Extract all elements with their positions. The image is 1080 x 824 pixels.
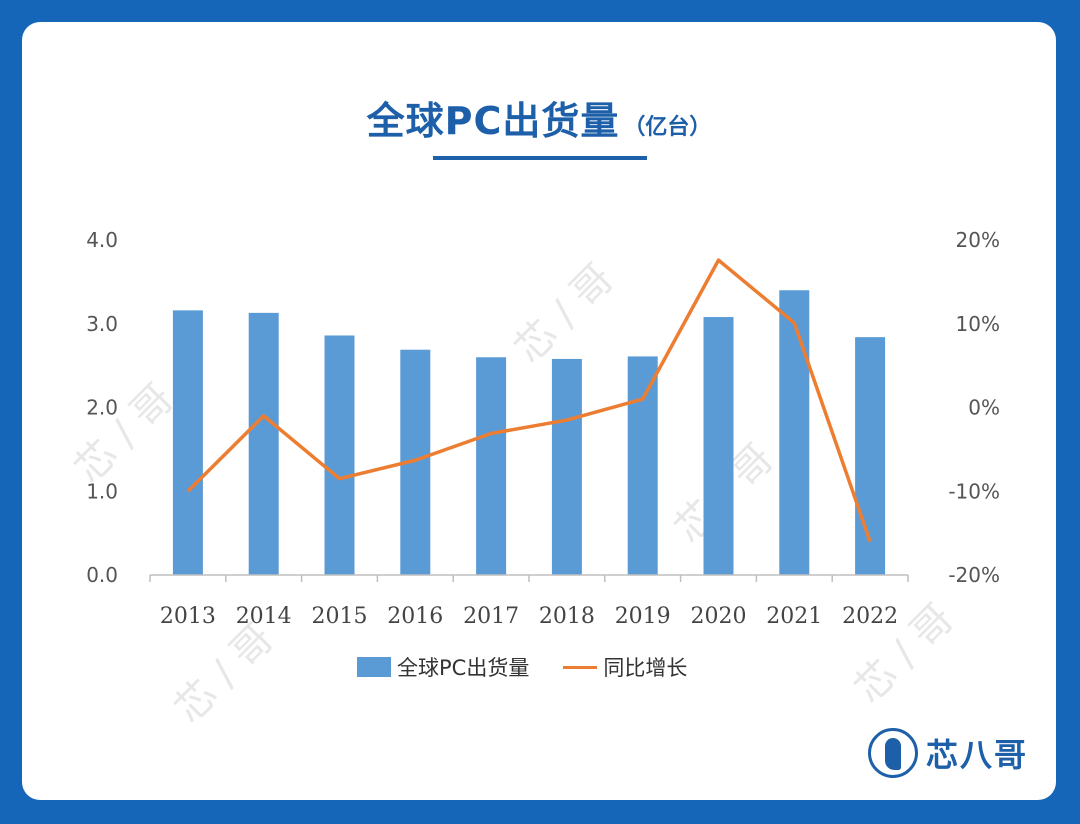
x-axis-tick-label: 2020 <box>691 604 747 629</box>
chart-card: 全球PC出货量（亿台） 芯 / 哥 芯 / 哥 芯 / 哥 芯 / 哥 芯 / … <box>22 22 1056 800</box>
bar <box>324 335 355 575</box>
bar <box>703 317 734 575</box>
right-axis-tick-label: -10% <box>948 479 1000 503</box>
x-axis-tick-label: 2013 <box>160 604 216 629</box>
brand-name: 芯八哥 <box>925 736 1028 774</box>
x-axis-tick-label: 2019 <box>615 604 671 629</box>
title-underline <box>433 156 647 160</box>
x-axis-tick-label: 2015 <box>312 604 368 629</box>
bird-logo-icon <box>867 728 918 778</box>
left-axis-tick-label: 3.0 <box>86 312 118 336</box>
x-axis-tick-label: 2017 <box>463 604 519 629</box>
chart-title-main: 全球PC出货量 <box>366 99 620 143</box>
x-axis-tick-label: 2018 <box>539 604 595 629</box>
x-axis-labels: 2013 2014 2015 2016 2017 2018 2019 2020 2021 2022 <box>160 604 898 629</box>
growth-line <box>186 258 872 543</box>
right-axis-tick-label: 10% <box>956 312 1000 336</box>
combo-chart: 0.01.02.03.04.0 -20%-10%0%10%20% 2013 201… <box>86 228 1000 629</box>
legend-line-swatch <box>563 665 598 669</box>
left-axis-labels: 0.0 1.0 2.0 3.0 4.0 <box>86 228 118 587</box>
brand-logo: 芯八哥 <box>867 728 1028 778</box>
x-axis-tick-label: 2014 <box>236 604 292 629</box>
legend-bar-swatch <box>357 657 391 677</box>
right-axis-tick-label: -20% <box>948 563 1000 587</box>
x-axis-tick-label: 2022 <box>842 604 898 629</box>
left-axis-tick-label: 4.0 <box>86 228 118 252</box>
bar <box>779 290 810 575</box>
right-axis-tick-label: 20% <box>956 228 1000 252</box>
right-axis-labels: -20% -10% 0% 10% 20% <box>948 228 1000 587</box>
bar <box>248 312 279 575</box>
left-axis-tick-label: 1.0 <box>86 479 118 503</box>
x-axis-tick-label: 2021 <box>766 604 822 629</box>
left-axis-tick-label: 2.0 <box>86 396 118 420</box>
x-axis-ticks <box>149 575 909 582</box>
bar <box>627 356 658 575</box>
legend: 全球PC出货量 同比增长 <box>357 652 721 682</box>
bar <box>172 310 203 575</box>
bar <box>551 358 582 575</box>
right-axis-tick-label: 0% <box>968 396 1000 420</box>
x-axis-tick-label: 2016 <box>387 604 443 629</box>
legend-label-growth: 同比增长 <box>603 656 688 680</box>
left-axis-tick-label: 0.0 <box>86 563 118 587</box>
chart-title-unit: （亿台） <box>623 115 712 140</box>
chart-title: 全球PC出货量 （亿台） <box>22 90 1056 145</box>
bar <box>855 337 886 575</box>
legend-item-shipments: 全球PC出货量 <box>357 652 529 682</box>
legend-label-shipments: 全球PC出货量 <box>397 656 530 680</box>
bars <box>172 290 886 575</box>
legend-item-growth: 同比增长 <box>563 652 687 682</box>
bar <box>476 357 507 575</box>
